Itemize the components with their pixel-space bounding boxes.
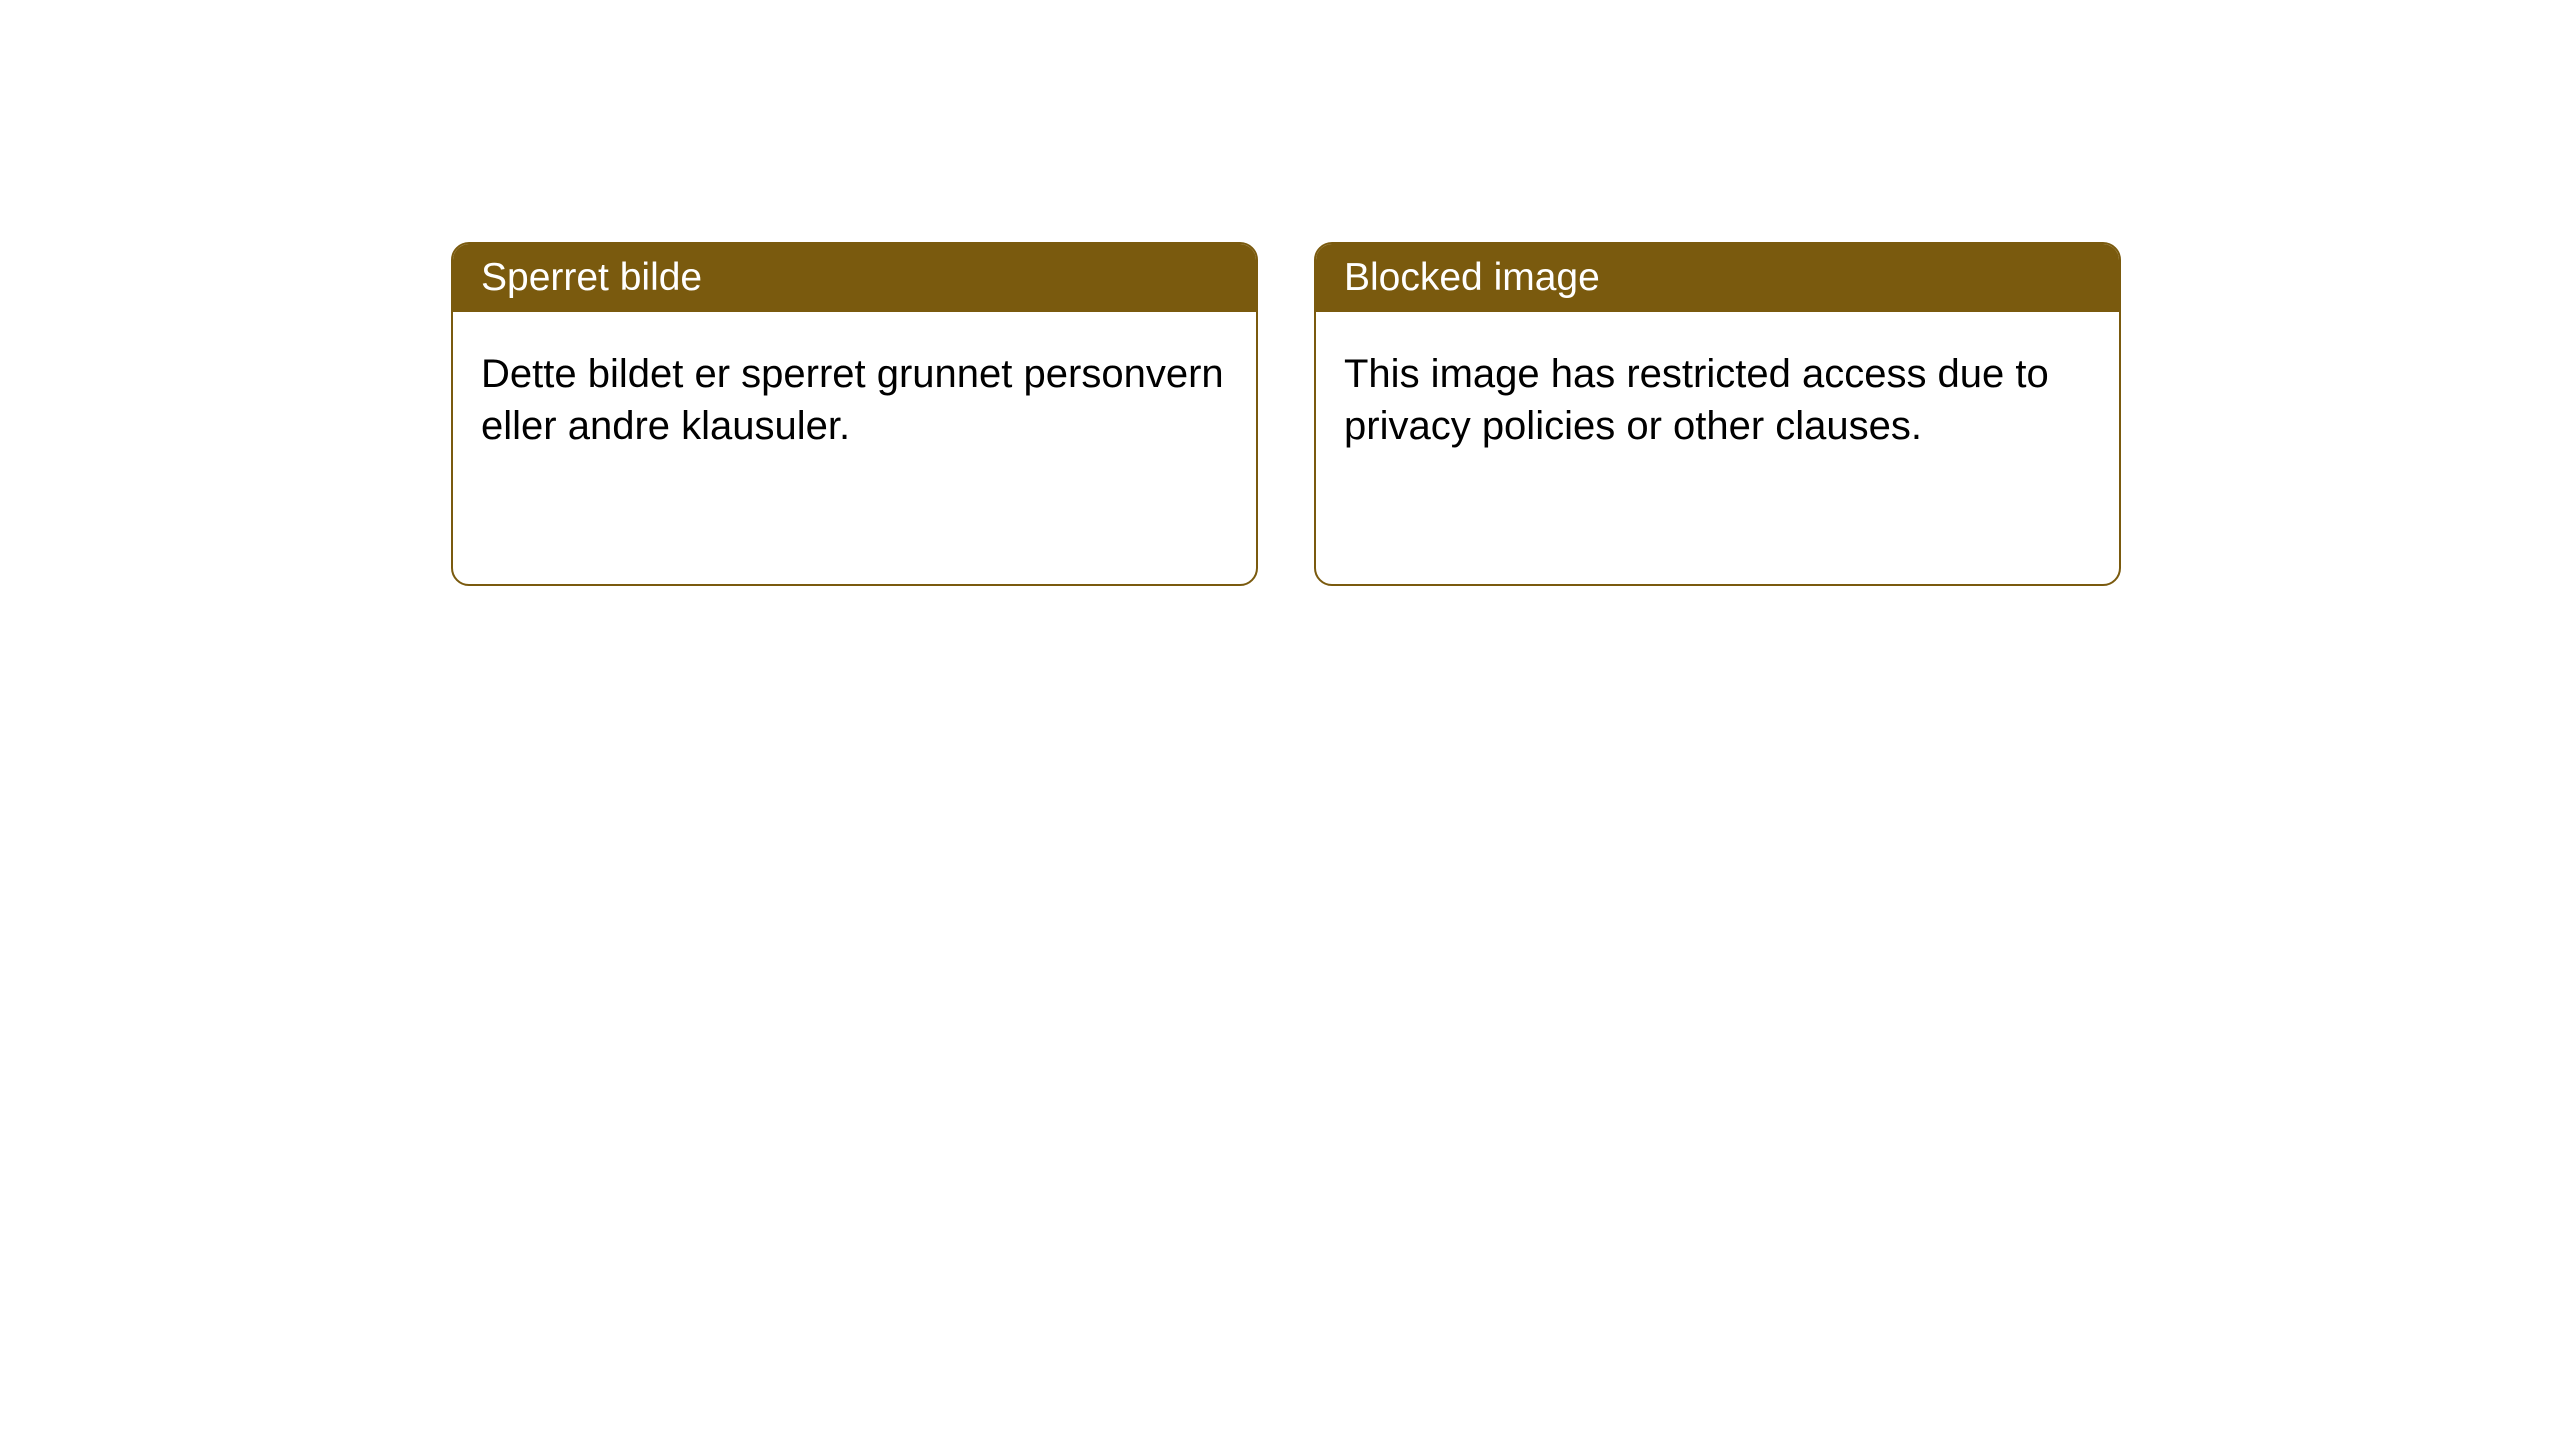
card-header: Blocked image	[1316, 244, 2119, 312]
card-title: Sperret bilde	[481, 256, 702, 299]
card-header: Sperret bilde	[453, 244, 1256, 312]
card-body-text: This image has restricted access due to …	[1344, 352, 2049, 448]
blocked-image-card-english: Blocked image This image has restricted …	[1314, 242, 2121, 586]
blocked-image-card-norwegian: Sperret bilde Dette bildet er sperret gr…	[451, 242, 1258, 586]
card-body: Dette bildet er sperret grunnet personve…	[453, 312, 1256, 584]
card-title: Blocked image	[1344, 256, 1600, 299]
cards-container: Sperret bilde Dette bildet er sperret gr…	[451, 242, 2121, 586]
card-body: This image has restricted access due to …	[1316, 312, 2119, 584]
card-body-text: Dette bildet er sperret grunnet personve…	[481, 352, 1224, 448]
